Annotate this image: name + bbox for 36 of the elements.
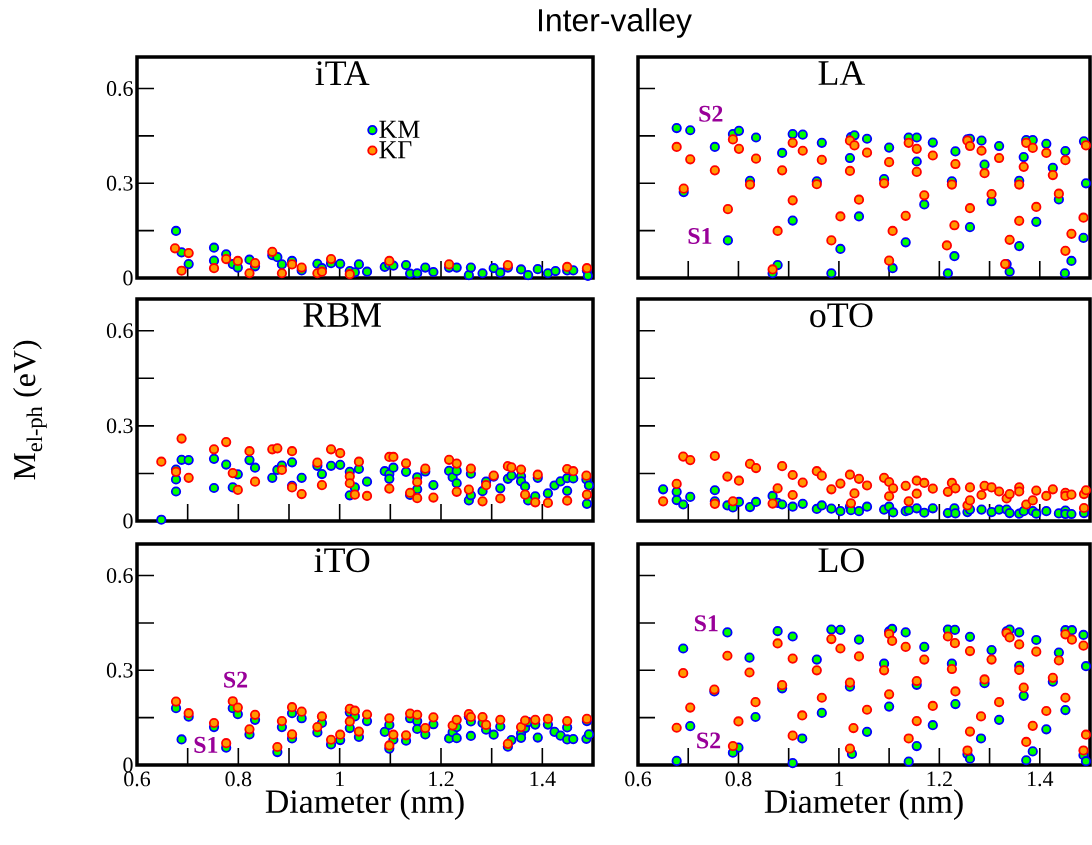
y-axis-title: M$_{el-ph}$ (eV) bbox=[12, 340, 47, 480]
x-tick-label: 1.2 bbox=[927, 771, 952, 787]
x-axis-title: Diameter (nm) bbox=[764, 789, 963, 820]
annotation: S1 bbox=[694, 615, 718, 632]
y-tick-label: 0.3 bbox=[106, 662, 133, 678]
chart-title: RBM bbox=[303, 303, 381, 327]
y-tick-label: 0 bbox=[123, 513, 133, 529]
y-tick-label: 0 bbox=[123, 270, 133, 286]
chart-title: iTO bbox=[314, 548, 370, 573]
chart-title: iTA bbox=[315, 61, 370, 85]
x-tick-label: 0.8 bbox=[225, 771, 252, 787]
x-axis-title: Diameter (nm) bbox=[265, 789, 464, 820]
x-tick-label: 1.2 bbox=[429, 771, 454, 787]
x-tick-label: 1 bbox=[336, 771, 344, 786]
annotation: S2 bbox=[697, 732, 721, 749]
chart-title: oTO bbox=[810, 303, 873, 328]
y-tick-label: 0.6 bbox=[106, 323, 133, 339]
x-tick-label: 1.4 bbox=[1028, 771, 1054, 787]
y-tick-label: 0 bbox=[123, 757, 133, 773]
x-tick-label: 1 bbox=[835, 771, 844, 786]
y-tick-label: 0.6 bbox=[106, 81, 133, 97]
x-tick-label: 0.6 bbox=[625, 771, 652, 787]
y-tick-label: 0.3 bbox=[106, 175, 133, 191]
x-tick-label: 0.8 bbox=[725, 771, 752, 787]
text: Inter-valley bbox=[538, 8, 692, 38]
annotation: S2 bbox=[699, 105, 723, 122]
y-tick-label: 0.6 bbox=[106, 568, 133, 584]
annotation: S1 bbox=[194, 736, 218, 753]
chart-title: LA bbox=[818, 61, 866, 85]
legend-label: KΓ bbox=[379, 141, 412, 159]
annotation: S2 bbox=[224, 671, 248, 688]
legend-label: KM bbox=[379, 120, 420, 138]
x-tick-label: 1.4 bbox=[530, 771, 556, 787]
y-tick-label: 0.3 bbox=[106, 418, 133, 434]
annotation: S1 bbox=[688, 227, 712, 245]
chart-title: LO bbox=[818, 548, 864, 573]
